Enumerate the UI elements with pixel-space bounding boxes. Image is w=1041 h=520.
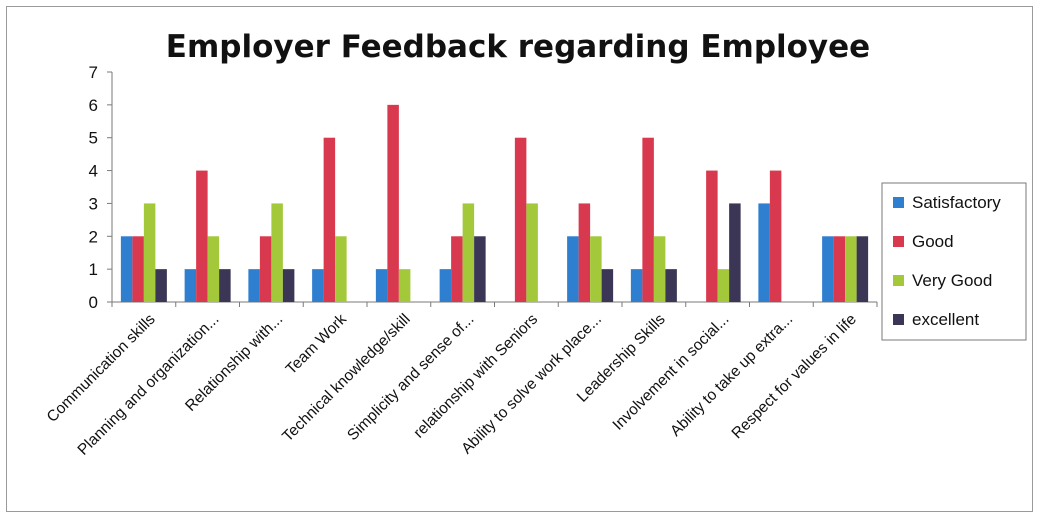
legend-box xyxy=(881,182,1027,341)
chart-title: Employer Feedback regarding Employee xyxy=(166,29,870,65)
bar-excellent xyxy=(856,236,869,302)
bar-excellent xyxy=(219,269,231,302)
x-tick-label: Respect for values in life xyxy=(729,311,860,442)
bar-good xyxy=(578,203,591,302)
bar-excellent xyxy=(474,236,486,302)
bar-satisfactory xyxy=(184,269,197,302)
bar-very-good xyxy=(590,236,602,302)
x-tick-label: relationship with Seniors xyxy=(410,311,541,442)
bar-good xyxy=(706,170,718,302)
bar-very-good xyxy=(207,236,220,302)
bar-satisfactory xyxy=(120,236,133,302)
y-tick-label: 0 xyxy=(89,293,98,312)
bar-good xyxy=(323,137,336,302)
legend-label: Satisfactory xyxy=(912,193,1001,212)
bar-good xyxy=(769,170,782,302)
legend-swatch xyxy=(893,314,904,325)
bar-good xyxy=(833,236,846,302)
legend-swatch xyxy=(893,275,904,286)
bar-very-good xyxy=(398,269,411,302)
bar-good xyxy=(387,104,399,302)
bar-excellent xyxy=(665,269,677,302)
y-tick-label: 6 xyxy=(89,96,98,115)
bar-good xyxy=(642,137,654,302)
bar-very-good xyxy=(653,236,666,302)
bar-excellent xyxy=(282,269,295,302)
bar-very-good xyxy=(335,236,347,302)
x-tick-label: Technical knowledge/skill xyxy=(279,311,413,445)
x-tick-label: Communication skills xyxy=(44,311,159,426)
bar-very-good xyxy=(717,269,730,302)
bar-good xyxy=(514,137,527,302)
y-axis: 0 1 2 3 4 5 6 7 xyxy=(89,63,113,312)
x-tick-label: Team Work xyxy=(283,311,350,378)
legend-swatch xyxy=(893,236,904,247)
bar-satisfactory xyxy=(822,236,834,302)
bar-good xyxy=(451,236,463,302)
x-tick-label: Involvement in social... xyxy=(610,311,733,434)
legend-label: Good xyxy=(912,232,954,251)
y-tick-label: 5 xyxy=(89,129,98,148)
bar-satisfactory xyxy=(758,203,770,302)
bar-satisfactory xyxy=(248,269,260,302)
bar-good xyxy=(196,170,208,302)
bar-satisfactory xyxy=(439,269,452,302)
bar-very-good xyxy=(143,203,156,302)
bar-excellent xyxy=(601,269,614,302)
bar-satisfactory xyxy=(312,269,324,302)
legend-label: Very Good xyxy=(912,271,992,290)
bar-good xyxy=(259,236,272,302)
bar-satisfactory xyxy=(375,269,388,302)
bars xyxy=(120,104,869,302)
x-tick-label: Ability to take up extra... xyxy=(667,311,796,440)
y-tick-label: 2 xyxy=(89,227,98,246)
legend-swatch xyxy=(893,197,904,208)
bar-very-good xyxy=(271,203,283,302)
y-tick-label: 1 xyxy=(89,260,98,279)
bar-good xyxy=(132,236,144,302)
y-tick-label: 7 xyxy=(89,63,98,82)
bar-satisfactory xyxy=(630,269,643,302)
bar-excellent xyxy=(729,203,741,302)
y-tick-label: 4 xyxy=(89,162,98,181)
bar-very-good xyxy=(845,236,857,302)
bar-satisfactory xyxy=(567,236,579,302)
legend-label: excellent xyxy=(912,310,979,329)
y-tick-label: 3 xyxy=(89,194,98,213)
x-tick-label: Simplicity and sense of... xyxy=(344,311,477,444)
bar-very-good xyxy=(462,203,475,302)
legend: Satisfactory Good Very Good excellent xyxy=(881,182,1027,341)
bar-excellent xyxy=(155,269,167,302)
bar-very-good xyxy=(526,203,538,302)
